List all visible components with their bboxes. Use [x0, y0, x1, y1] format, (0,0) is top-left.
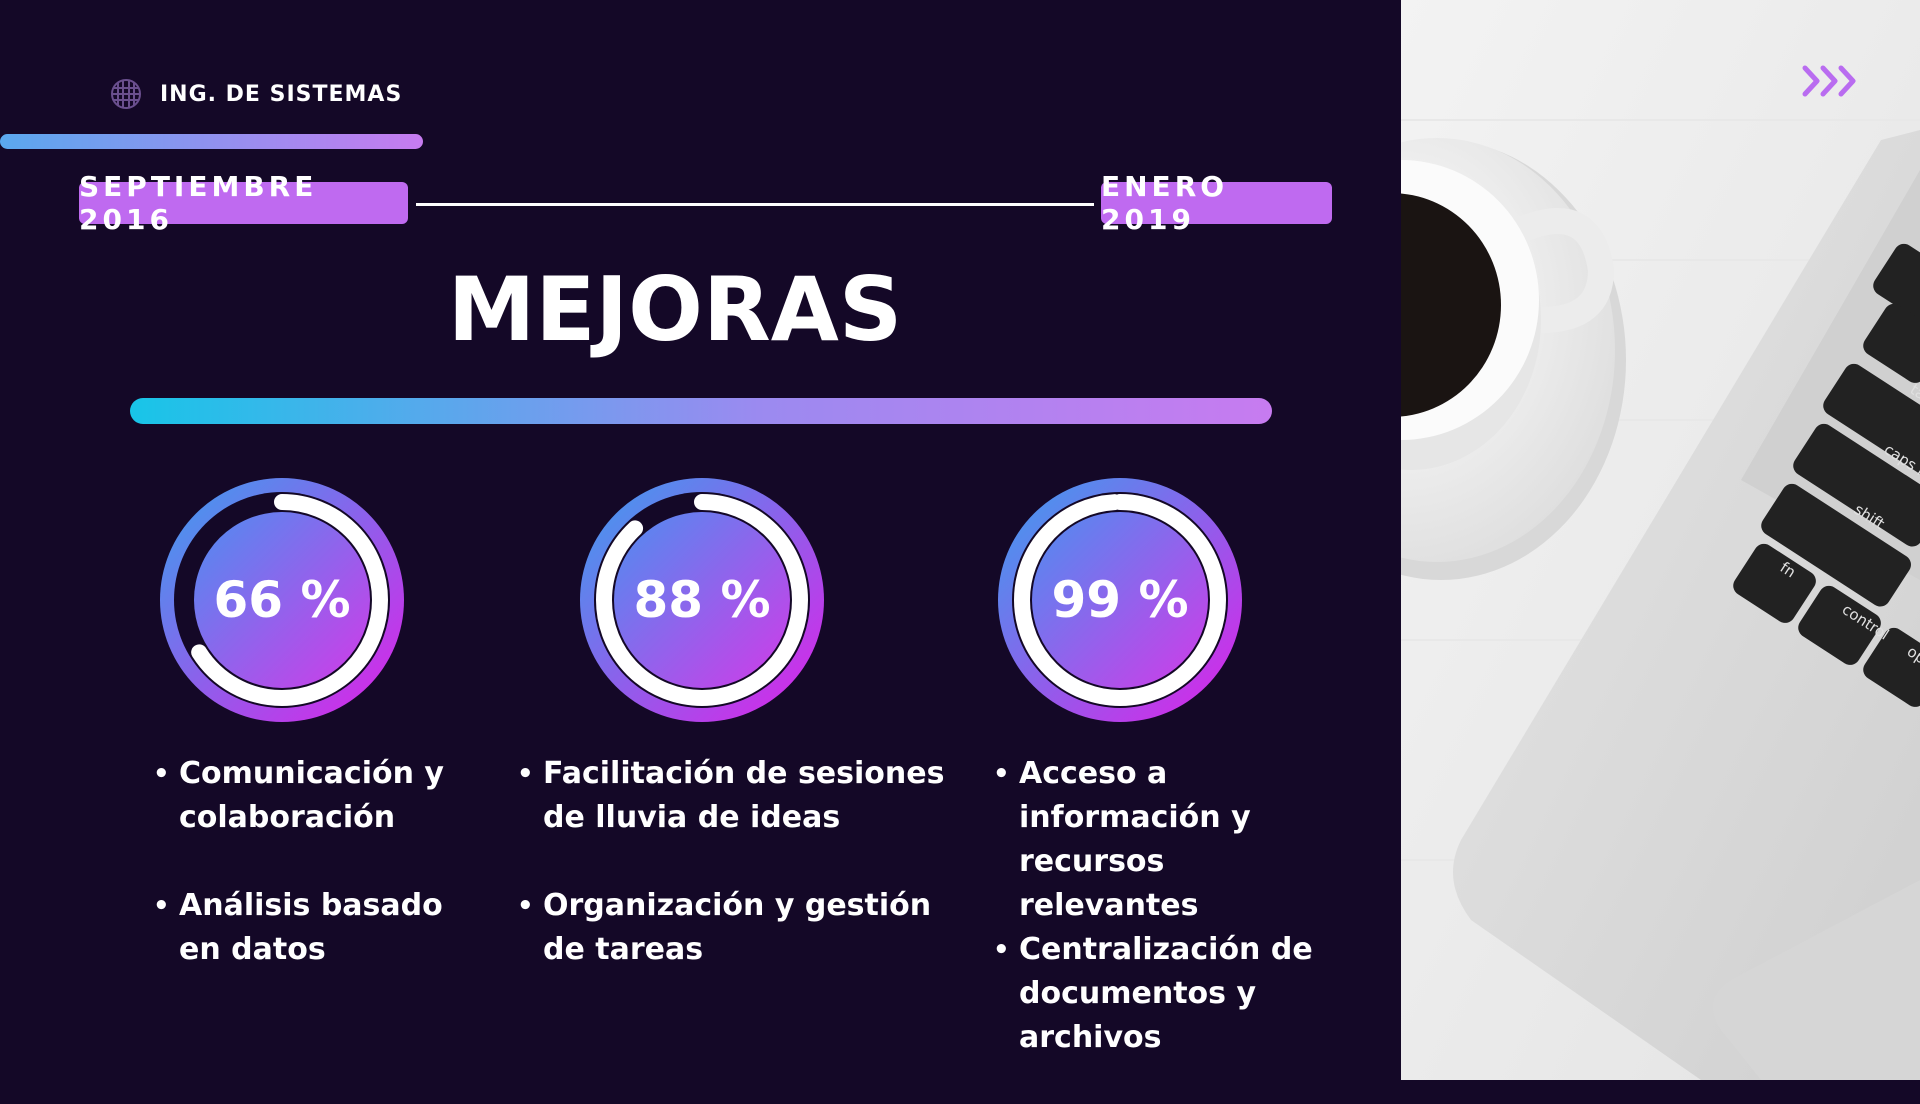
gauge-ring [160, 478, 404, 722]
timeline-line [416, 203, 1094, 206]
list-item: Centralización de documentos y archivos [993, 928, 1343, 1060]
list-item: Facilitación de sesiones de lluvia de id… [517, 752, 957, 840]
title-divider-bar [130, 398, 1272, 424]
metric-3-list: Acceso a información y recursos relevant… [993, 752, 1343, 1104]
list-item: Organización y gestión de tareas [517, 884, 957, 972]
gauge-percent-label: 66 % [213, 571, 351, 629]
list-item: Análisis basado en datos [153, 884, 483, 972]
gauge-progress-arc [1014, 494, 1226, 706]
gauge-progress-arc [596, 494, 808, 706]
timeline-end-badge: ENERO 2019 [1101, 170, 1332, 236]
timeline-start-badge: SEPTIEMBRE 2016 [79, 170, 408, 236]
gauge-progress-arc [176, 494, 388, 706]
metric-1-list: Comunicación y colaboración Análisis bas… [153, 752, 483, 1016]
photo-panel: tab caps lock shift fn control option [1401, 0, 1920, 1080]
list-item: Acceso a información y recursos relevant… [993, 752, 1343, 928]
progress-gauge-2: 88 % [580, 478, 824, 722]
content-panel: ING. DE SISTEMAS SEPTIEMBRE 2016 ENERO 2… [0, 0, 1401, 1080]
progress-gauge-1: 66 % [160, 478, 404, 722]
metric-2-list: Facilitación de sesiones de lluvia de id… [517, 752, 957, 1016]
header-divider-bar [0, 134, 423, 149]
gauge-percent-label: 99 % [1051, 571, 1189, 629]
progress-gauge-3: 99 % [998, 478, 1242, 722]
list-item: Comunicación y colaboración [153, 752, 483, 840]
gauge-ring [998, 478, 1242, 722]
gauge-ring [580, 478, 824, 722]
gauge-percent-label: 88 % [633, 571, 771, 629]
brand-name: ING. DE SISTEMAS [160, 81, 403, 107]
brand: ING. DE SISTEMAS [110, 78, 402, 110]
grid-globe-icon [111, 79, 141, 109]
page-title: MEJORAS [447, 258, 903, 361]
triple-chevron-right-icon[interactable] [1801, 64, 1863, 98]
desk-photo: tab caps lock shift fn control option [1401, 0, 1920, 1080]
